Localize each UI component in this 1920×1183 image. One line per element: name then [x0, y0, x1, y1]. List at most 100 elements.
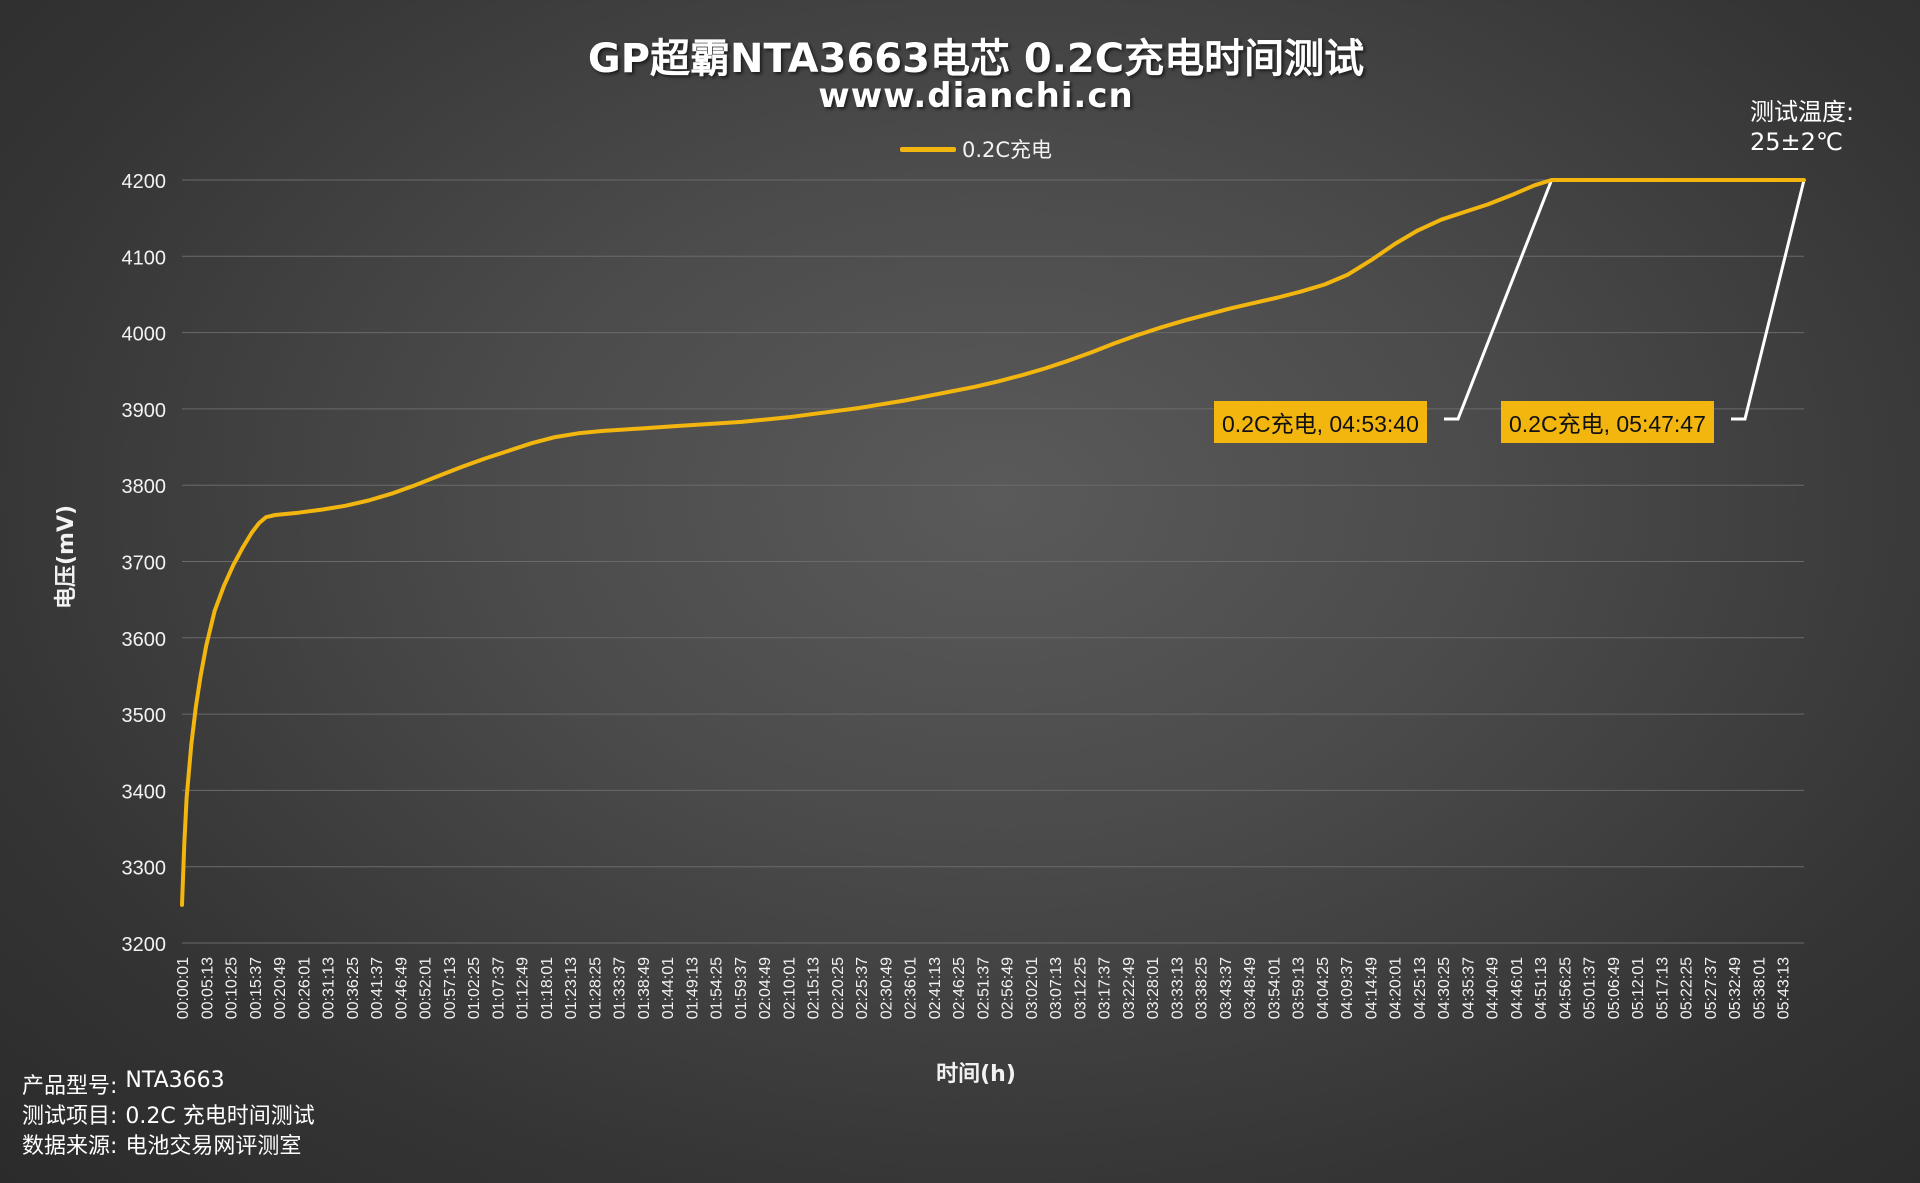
- x-tick-label: 03:33:13: [1169, 957, 1186, 1019]
- footer-model-value: NTA3663: [125, 1068, 225, 1093]
- x-tick-label: 05:38:01: [1751, 957, 1768, 1019]
- x-tick-label: 00:41:37: [369, 957, 386, 1019]
- x-tick-label: 01:49:13: [684, 957, 701, 1019]
- x-tick-label: 01:44:01: [660, 957, 677, 1019]
- x-tick-label: 02:30:49: [878, 957, 895, 1019]
- y-tick-label: 3600: [122, 629, 167, 651]
- x-tick-label: 00:15:37: [248, 957, 265, 1019]
- y-tick-label: 3400: [122, 781, 167, 803]
- annotation-leaders: [1444, 179, 1806, 421]
- x-axis-ticks: 00:00:01 00:05:13 00:10:25 00:15:37 00:20:49…: [175, 957, 1793, 1019]
- x-tick-label: 04:30:25: [1436, 957, 1453, 1019]
- x-tick-label: 04:40:49: [1485, 957, 1502, 1019]
- x-tick-label: 04:35:37: [1460, 957, 1477, 1019]
- x-tick-label: 03:02:01: [1024, 957, 1041, 1019]
- x-tick-label: 04:51:13: [1533, 957, 1550, 1019]
- x-tick-label: 00:31:13: [321, 957, 338, 1019]
- y-tick-label: 3900: [122, 400, 167, 422]
- x-axis-title: 时间(h): [936, 1062, 1016, 1087]
- y-tick-label: 4000: [122, 324, 167, 346]
- annotation-leader-line: [1731, 179, 1806, 421]
- x-tick-label: 00:20:49: [272, 957, 289, 1019]
- footer-test-item: 测试项目: 0.2C 充电时间测试: [22, 1098, 315, 1130]
- x-tick-label: 00:00:01: [175, 957, 192, 1019]
- y-tick-label: 4200: [122, 171, 167, 193]
- x-tick-label: 05:22:25: [1679, 957, 1696, 1019]
- x-tick-label: 03:22:49: [1121, 957, 1138, 1019]
- legend-swatch: [900, 146, 956, 152]
- x-tick-label: 02:36:01: [903, 957, 920, 1019]
- footer-model: 产品型号: NTA3663: [22, 1068, 225, 1100]
- x-tick-label: 03:59:13: [1291, 957, 1308, 1019]
- x-tick-label: 02:25:37: [854, 957, 871, 1019]
- annotation-label-2: 0.2C充电, 05:47:47: [1501, 401, 1714, 443]
- temperature-label: 测试温度:: [1750, 98, 1855, 126]
- x-tick-label: 05:43:13: [1776, 957, 1793, 1019]
- x-tick-label: 04:56:25: [1557, 957, 1574, 1019]
- x-tick-label: 04:20:01: [1388, 957, 1405, 1019]
- footer-item-label: 测试项目:: [22, 1104, 118, 1129]
- x-tick-label: 05:17:13: [1654, 957, 1671, 1019]
- x-tick-label: 02:56:49: [1000, 957, 1017, 1019]
- x-tick-label: 04:09:37: [1339, 957, 1356, 1019]
- footer-source-label: 数据来源:: [22, 1134, 118, 1159]
- y-tick-label: 3200: [122, 934, 167, 956]
- x-tick-label: 02:10:01: [781, 957, 798, 1019]
- x-tick-label: 00:52:01: [418, 957, 435, 1019]
- x-tick-label: 00:36:25: [345, 957, 362, 1019]
- annotation-leader-line: [1444, 179, 1553, 421]
- footer-source-value: 电池交易网评测室: [125, 1134, 302, 1159]
- chart-subtitle: www.dianchi.cn: [818, 76, 1134, 116]
- x-tick-label: 02:20:25: [830, 957, 847, 1019]
- x-tick-label: 01:02:25: [466, 957, 483, 1019]
- x-tick-label: 04:46:01: [1509, 957, 1526, 1019]
- x-tick-label: 01:28:25: [587, 957, 604, 1019]
- series-layer: [180, 178, 1806, 907]
- x-tick-label: 03:12:25: [1072, 957, 1089, 1019]
- x-tick-label: 01:18:01: [539, 957, 556, 1019]
- x-tick-label: 00:26:01: [296, 957, 313, 1019]
- x-tick-label: 05:27:37: [1703, 957, 1720, 1019]
- x-tick-label: 05:01:37: [1582, 957, 1599, 1019]
- chart-title: GP超霸NTA3663电芯 0.2C充电时间测试: [587, 36, 1365, 82]
- y-axis-ticks: 3200 3300 3400 3500 3600 3700 3800 3900 4000 4100…: [122, 171, 167, 956]
- y-tick-label: 3300: [122, 858, 167, 880]
- footer-source: 数据来源: 电池交易网评测室: [22, 1128, 301, 1160]
- x-tick-label: 05:06:49: [1606, 957, 1623, 1019]
- x-tick-label: 03:48:49: [1242, 957, 1259, 1019]
- x-tick-label: 01:38:49: [636, 957, 653, 1019]
- legend: 0.2C充电: [900, 134, 1052, 164]
- x-tick-label: 00:10:25: [224, 957, 241, 1019]
- annotation-label-1: 0.2C充电, 04:53:40: [1214, 401, 1427, 443]
- footer-model-label: 产品型号:: [22, 1074, 118, 1099]
- x-tick-label: 03:28:01: [1145, 957, 1162, 1019]
- x-tick-label: 01:23:13: [563, 957, 580, 1019]
- x-tick-label: 01:33:37: [612, 957, 629, 1019]
- x-tick-label: 03:07:13: [1048, 957, 1065, 1019]
- x-tick-label: 01:07:37: [490, 957, 507, 1019]
- x-tick-label: 04:04:25: [1315, 957, 1332, 1019]
- x-tick-label: 01:54:25: [709, 957, 726, 1019]
- x-tick-label: 00:05:13: [199, 957, 216, 1019]
- y-axis-title: 电压(mV): [54, 504, 79, 610]
- x-tick-label: 03:54:01: [1266, 957, 1283, 1019]
- x-tick-label: 03:43:37: [1218, 957, 1235, 1019]
- x-tick-label: 04:25:13: [1412, 957, 1429, 1019]
- footer-item-value: 0.2C 充电时间测试: [125, 1104, 315, 1129]
- x-tick-label: 00:46:49: [393, 957, 410, 1019]
- y-tick-label: 4100: [122, 247, 167, 269]
- x-tick-label: 05:32:49: [1727, 957, 1744, 1019]
- series-line: [180, 178, 1806, 907]
- x-tick-label: 02:46:25: [951, 957, 968, 1019]
- x-tick-label: 05:12:01: [1630, 957, 1647, 1019]
- x-tick-label: 02:15:13: [806, 957, 823, 1019]
- x-tick-label: 03:38:25: [1194, 957, 1211, 1019]
- x-tick-label: 02:04:49: [757, 957, 774, 1019]
- y-tick-label: 3700: [122, 553, 167, 575]
- grid-lines: [182, 179, 1804, 944]
- y-tick-label: 3500: [122, 705, 167, 727]
- x-tick-label: 02:41:13: [927, 957, 944, 1019]
- x-tick-label: 00:57:13: [442, 957, 459, 1019]
- y-tick-label: 3800: [122, 476, 167, 498]
